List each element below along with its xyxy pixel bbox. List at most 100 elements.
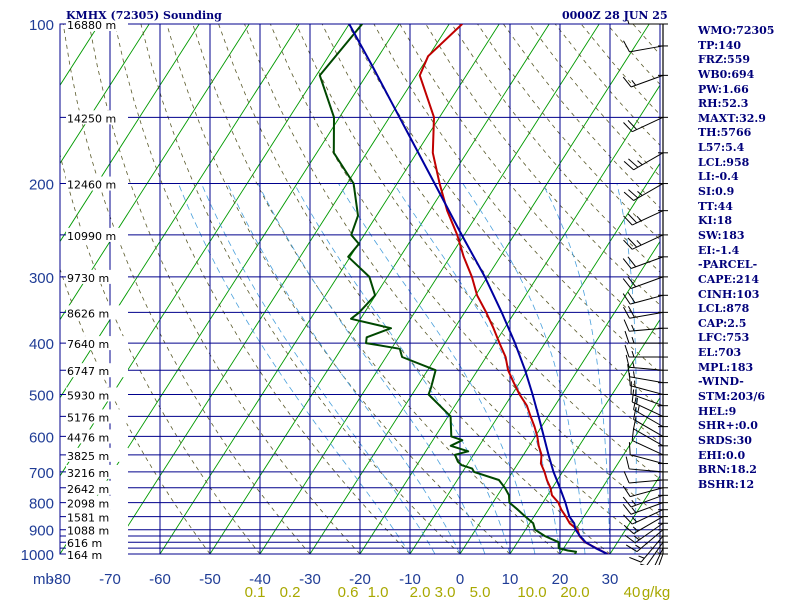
sounding-traces xyxy=(318,24,609,554)
chart-time: 0000Z 28 JUN 25 xyxy=(562,9,668,22)
height-label: 2642 m xyxy=(67,483,109,496)
temperature-tick-label: -20 xyxy=(349,571,371,588)
height-label-bg xyxy=(66,387,128,402)
mixing-ratio-label: 2.0 xyxy=(410,584,431,600)
wind-barb xyxy=(623,234,668,250)
wind-barb xyxy=(658,553,668,565)
stability-index-line: EL:703 xyxy=(698,346,742,360)
temperature-tick-label: 10 xyxy=(502,571,519,588)
isotherm-line xyxy=(60,24,300,399)
height-label-bg xyxy=(66,110,128,125)
wind-barb xyxy=(631,389,668,417)
height-label: 5930 m xyxy=(67,389,109,402)
height-label: 7640 m xyxy=(67,338,109,351)
wind-barb xyxy=(623,319,668,332)
height-label-bg xyxy=(66,547,128,561)
wind-barb xyxy=(624,522,668,544)
temperature-tick-label: -50 xyxy=(199,571,221,588)
mixing-ratio-label: 3.0 xyxy=(435,584,456,600)
stability-index-line: KI:18 xyxy=(698,214,733,228)
height-label-bg xyxy=(66,522,128,537)
wind-barb xyxy=(623,210,668,226)
wind-barb xyxy=(622,256,668,269)
wind-barb xyxy=(623,471,668,484)
temperature-tick-label: -80 xyxy=(49,571,71,588)
wind-barb xyxy=(623,152,668,171)
stability-index-line: -PARCEL- xyxy=(698,258,758,272)
stability-index-line: CINH:103 xyxy=(698,287,760,301)
height-label: 616 m xyxy=(67,537,102,550)
stability-index-line: CAP:2.5 xyxy=(698,316,747,330)
wind-barb xyxy=(654,547,668,565)
height-label: 5176 m xyxy=(67,411,109,424)
isotherm-line xyxy=(359,84,660,554)
wind-barb xyxy=(628,442,668,465)
mixing-ratio-label: 1.0 xyxy=(368,584,389,600)
temperature-tick-label: -30 xyxy=(299,571,321,588)
height-label-bg xyxy=(66,363,128,378)
stability-index-line: LI:-0.4 xyxy=(698,170,739,184)
stability-index-line: LCL:878 xyxy=(698,302,750,316)
wind-barb xyxy=(623,509,668,525)
wind-barb xyxy=(622,494,668,508)
height-label: 2098 m xyxy=(67,498,109,511)
moist-adiabat-line xyxy=(542,183,611,554)
height-label-bg xyxy=(66,305,128,320)
stability-index-line: LFC:753 xyxy=(698,331,750,345)
stability-index-line: TP:140 xyxy=(698,38,742,52)
stability-index-line: SW:183 xyxy=(698,228,745,242)
temperature-tick-label: 30 xyxy=(602,571,619,588)
mixing-ratio-label: 20.0 xyxy=(560,584,589,600)
isotherm-line xyxy=(159,24,500,554)
wind-barb xyxy=(622,291,668,305)
stability-index-line: STM:203/6 xyxy=(698,390,765,404)
stability-index-line: RH:52.3 xyxy=(698,97,749,111)
height-label-bg xyxy=(66,464,128,479)
wind-barb xyxy=(624,344,668,358)
isotherm-line xyxy=(60,24,250,321)
pressure-tick-label: 800 xyxy=(29,496,54,513)
pressure-tick-label: 300 xyxy=(29,270,54,287)
pressure-tick-label: 500 xyxy=(29,387,54,404)
height-label: 1581 m xyxy=(67,512,109,525)
pressure-tick-label: 600 xyxy=(29,429,54,446)
moist-adiabat-line xyxy=(293,183,511,554)
height-label-bg xyxy=(66,495,128,510)
height-label: 3825 m xyxy=(67,450,109,463)
height-label: 16880 m xyxy=(67,19,116,32)
wind-barb xyxy=(633,406,668,437)
height-label-bg xyxy=(66,269,128,284)
wind-barb xyxy=(622,502,668,515)
stability-index-line: BRN:18.2 xyxy=(698,463,757,477)
dewpoint-trace xyxy=(318,24,577,554)
wind-profile xyxy=(622,20,668,565)
temperature-tick-label: 0 xyxy=(456,571,464,588)
height-label: 164 m xyxy=(67,549,102,562)
wind-barb xyxy=(623,183,668,201)
wind-barb xyxy=(633,416,668,447)
mixing-ratio-label: 0.1 xyxy=(245,584,266,600)
height-label-bg xyxy=(66,447,128,462)
isotherm-line xyxy=(309,24,650,554)
wind-barb xyxy=(623,40,668,53)
height-label-bg xyxy=(66,336,128,351)
wind-barb xyxy=(622,276,668,289)
mixing-ratio-label: 5.0 xyxy=(470,584,491,600)
wind-barb xyxy=(630,381,668,407)
height-label-bg xyxy=(66,429,128,444)
stability-index-line: CAPE:214 xyxy=(698,272,759,286)
wind-barb xyxy=(623,116,668,133)
height-label: 6747 m xyxy=(67,365,109,378)
isotherm-line xyxy=(509,318,660,554)
mixing-ratio-label: g/kg xyxy=(642,584,670,600)
isotherm-line xyxy=(209,24,550,554)
temperature-tick-label: 20 xyxy=(552,571,569,588)
pressure-tick-label: 200 xyxy=(29,177,54,194)
wind-barb xyxy=(627,364,668,384)
height-label-bg xyxy=(66,535,128,550)
stability-index-line: BSHR:12 xyxy=(698,477,755,491)
stability-index-line: SI:0.9 xyxy=(698,185,735,199)
